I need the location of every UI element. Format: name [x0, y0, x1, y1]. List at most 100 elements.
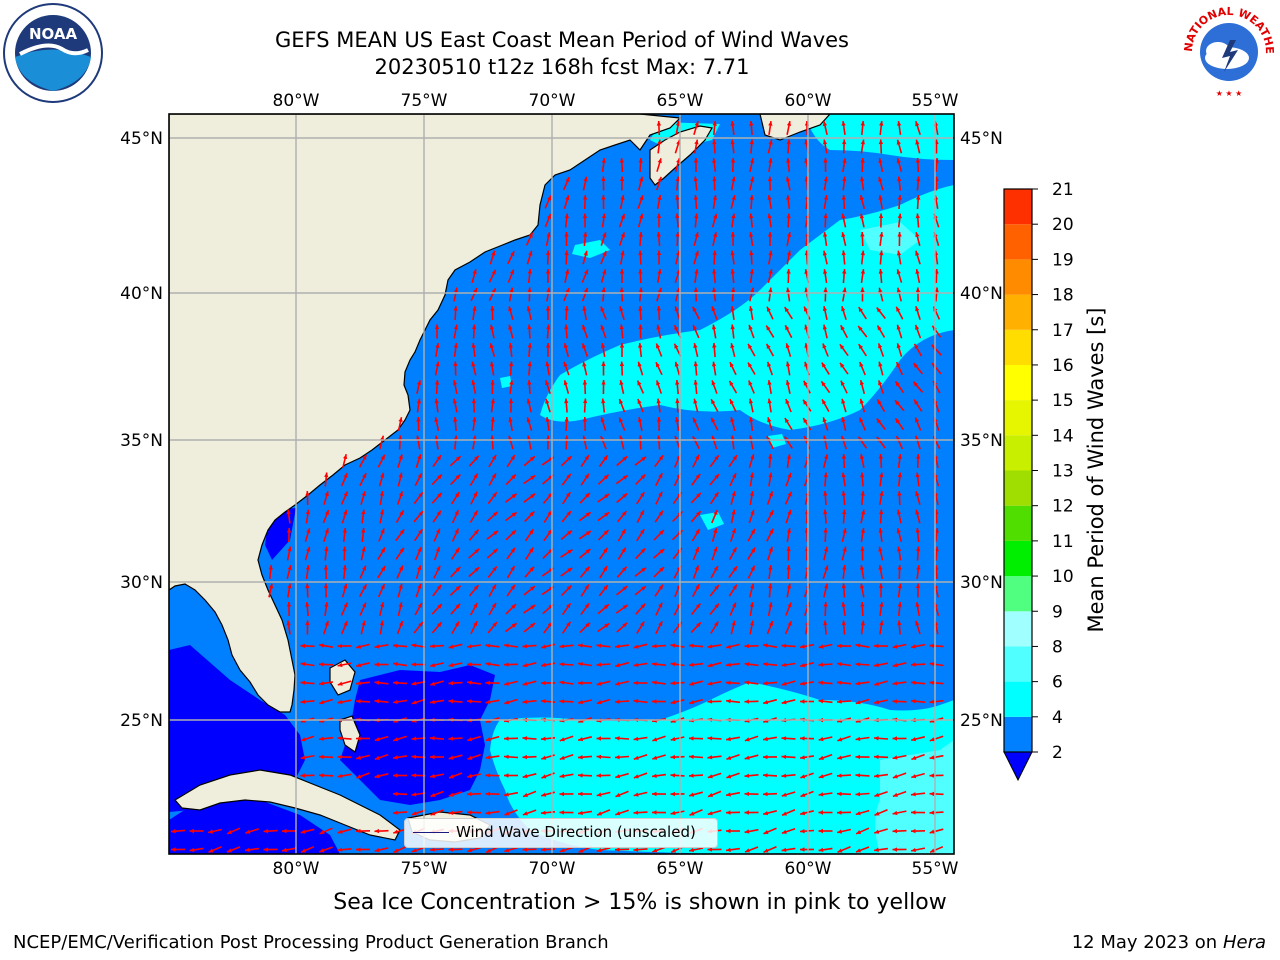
wave-direction-arrow-head: [749, 491, 755, 496]
wave-direction-arrow-head: [300, 737, 306, 742]
wave-direction-arrow-head: [896, 250, 902, 256]
wave-direction-arrow-head: [474, 529, 479, 535]
wave-direction-arrow-head: [767, 380, 772, 385]
wave-direction-arrow-head: [689, 662, 694, 667]
wave-direction-arrow-head: [547, 510, 552, 516]
wave-direction-arrow-head: [855, 754, 860, 760]
wave-direction-arrow-head: [323, 583, 329, 588]
wave-direction-arrow-head: [726, 792, 731, 797]
wave-direction-arrow-head: [578, 755, 583, 760]
wave-direction-arrow-head: [879, 250, 884, 256]
wave-direction-arrow-head: [473, 491, 478, 497]
wave-direction-arrow-head: [564, 398, 569, 404]
wave-direction-arrow-head: [564, 213, 569, 219]
wave-direction-arrow-head: [565, 288, 570, 293]
wave-direction-arrow-head: [418, 529, 423, 535]
wave-direction-arrow-head: [860, 491, 865, 496]
wave-direction-arrow-head: [860, 232, 865, 237]
wave-direction-arrow-head: [896, 287, 901, 293]
wave-direction-arrow-head: [379, 491, 384, 496]
wave-direction-arrow-head: [823, 491, 828, 496]
wave-direction-arrow-head: [566, 603, 571, 609]
wave-direction-arrow-head: [750, 158, 755, 164]
wave-direction-arrow-head: [374, 828, 380, 834]
wave-direction-arrow-head: [874, 811, 880, 816]
wave-direction-arrow-head: [418, 511, 423, 516]
colorbar-bin: [1004, 470, 1032, 506]
wave-direction-arrow-head: [601, 176, 606, 181]
wave-direction-arrow-head: [417, 547, 422, 553]
colorbar-bin: [1004, 224, 1032, 260]
wave-direction-arrow-head: [522, 663, 528, 668]
wave-direction-arrow-head: [559, 699, 565, 704]
wave-direction-arrow-head: [485, 699, 491, 705]
wave-direction-arrow-head: [268, 583, 274, 589]
wave-direction-arrow-head: [449, 774, 454, 779]
wave-direction-arrow-head: [841, 491, 846, 496]
wave-direction-arrow-head: [510, 251, 515, 257]
wave-direction-arrow-head: [860, 287, 865, 292]
wave-direction-arrow-head: [855, 792, 861, 797]
wave-direction-arrow-head: [860, 620, 865, 626]
wave-direction-arrow-head: [398, 472, 403, 478]
wave-direction-arrow-head: [509, 380, 514, 385]
wave-direction-arrow-head: [730, 399, 734, 405]
wave-direction-arrow-head: [692, 306, 697, 312]
wave-direction-arrow-head: [541, 662, 546, 668]
wave-direction-arrow-head: [823, 158, 828, 163]
wave-direction-arrow-head: [380, 584, 385, 590]
wave-direction-arrow-head: [714, 585, 719, 590]
wave-direction-arrow-head: [656, 380, 661, 386]
wave-direction-arrow-head: [245, 829, 251, 834]
wave-direction-arrow-head: [545, 269, 551, 274]
colorbar-bin: [1004, 681, 1032, 717]
wave-direction-arrow-head: [855, 700, 861, 705]
wave-direction-arrow-head: [878, 565, 883, 570]
colorbar-tick-label: 14: [1052, 426, 1074, 446]
wave-direction-arrow-head: [929, 737, 935, 742]
wave-direction-arrow-head: [879, 491, 884, 496]
wave-direction-arrow-head: [656, 232, 661, 237]
wave-direction-arrow-head: [306, 528, 311, 534]
wave-direction-arrow-head: [615, 681, 621, 686]
wave-direction-arrow-head: [411, 643, 417, 648]
wave-direction-arrow-head: [695, 454, 700, 460]
wave-direction-arrow-head: [730, 158, 736, 163]
wave-direction-arrow-head: [823, 176, 828, 182]
wave-direction-arrow-head: [841, 195, 846, 200]
wave-direction-arrow-head: [781, 736, 787, 741]
wave-direction-arrow-head: [415, 435, 421, 441]
wave-direction-arrow-head: [361, 620, 366, 626]
wave-direction-arrow-head: [492, 511, 498, 517]
wave-direction-arrow-head: [676, 139, 681, 145]
wave-direction-arrow-head: [337, 754, 343, 760]
wave-direction-arrow-head: [915, 324, 920, 330]
wave-direction-arrow-head: [485, 810, 491, 815]
wave-direction-arrow-head: [393, 737, 399, 742]
wave-direction-arrow-head: [781, 662, 787, 667]
wave-direction-arrow-head: [356, 847, 361, 852]
wave-period-6-8-patch: [860, 222, 920, 255]
wave-direction-arrow-head: [731, 287, 736, 293]
wave-direction-arrow-head: [929, 791, 935, 797]
wave-direction-arrow-head: [374, 680, 380, 685]
wave-direction-arrow-head: [541, 680, 546, 686]
wave-direction-arrow-head: [712, 158, 717, 163]
wave-direction-arrow-head: [565, 177, 570, 183]
wave-direction-arrow-head: [324, 620, 329, 626]
wave-direction-arrow-head: [916, 454, 921, 459]
wave-direction-arrow-head: [471, 361, 476, 367]
lat-label-left: 25°N: [120, 711, 163, 731]
wave-direction-arrow-head: [448, 810, 454, 815]
wave-direction-arrow-head: [823, 620, 828, 626]
wave-direction-arrow-head: [356, 663, 362, 668]
wave-direction-arrow-head: [638, 269, 643, 274]
wave-direction-arrow-head: [929, 662, 935, 667]
wave-direction-arrow-head: [504, 811, 510, 816]
wave-direction-arrow-head: [411, 792, 417, 797]
wave-direction-arrow-head: [509, 269, 514, 275]
wave-direction-arrow-head: [837, 773, 842, 778]
wave-direction-arrow-head: [398, 602, 403, 608]
wave-direction-arrow-head: [416, 398, 421, 404]
wave-direction-arrow-head: [896, 324, 901, 330]
